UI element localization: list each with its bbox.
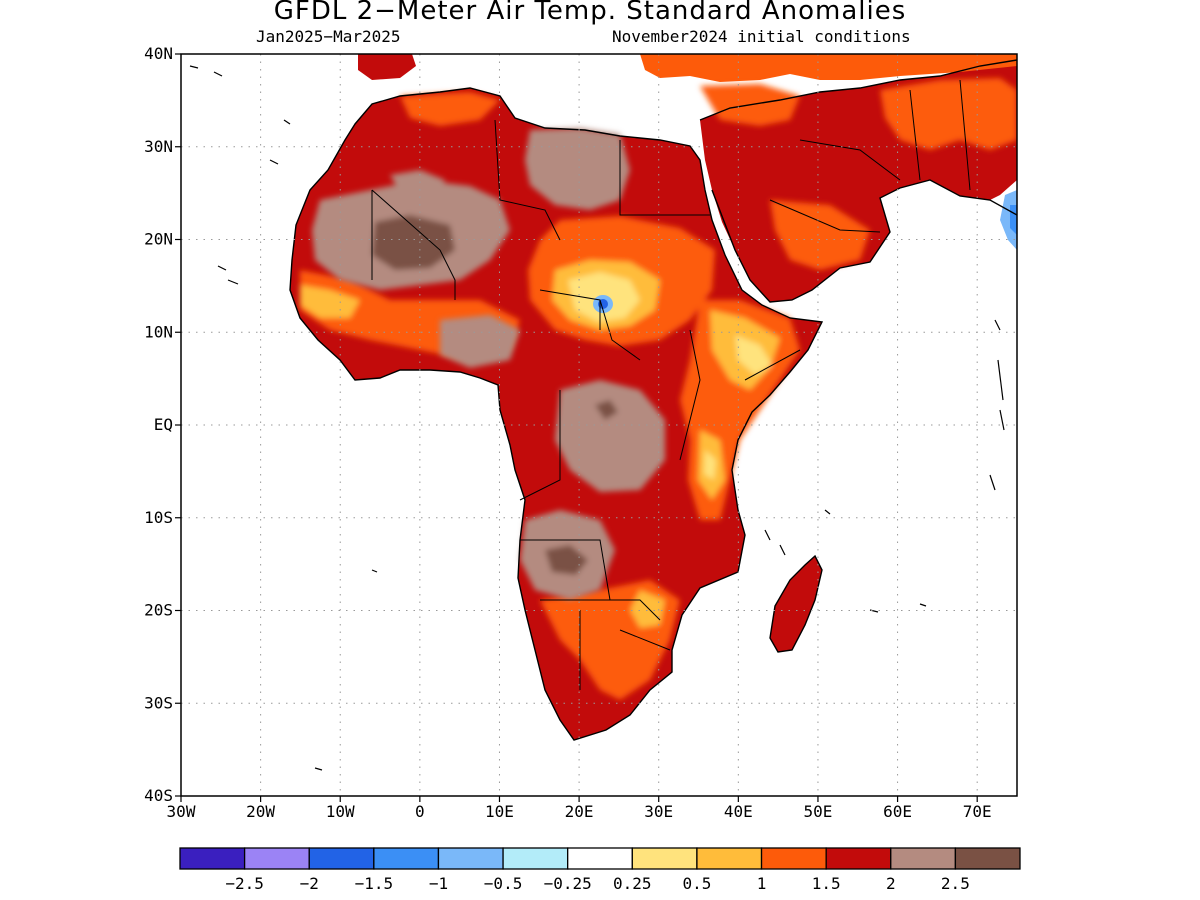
legend-swatch [631,847,698,870]
map-plot-area [181,54,1017,796]
legend-swatch [373,847,440,870]
lon-tick-label: 70E [963,802,992,821]
lon-tick-label: 10E [485,802,514,821]
legend-swatch [308,847,375,870]
legend-label: 1.5 [812,874,841,893]
anomaly-contours-high [312,128,665,600]
legend-swatch [696,847,763,870]
islands [189,65,1005,771]
legend-label: 1 [757,874,767,893]
legend-label: −2.5 [225,874,264,893]
legend-swatch [760,847,827,870]
legend-swatch [954,847,1021,870]
iberia-land [358,54,416,80]
lat-tick-label: 20N [144,230,173,249]
lat-tick-label: 40N [144,44,173,63]
lon-tick-label: 50E [803,802,832,821]
legend-label: −0.5 [484,874,523,893]
lat-tick-label: 30N [144,137,173,156]
legend-swatch [243,847,310,870]
anatolia-land [640,54,1017,82]
lat-tick-label: 10S [144,508,173,527]
lon-tick-label: 20E [565,802,594,821]
legend-label: −1.5 [355,874,394,893]
legend-label: 0.25 [613,874,652,893]
legend-label: 0.5 [682,874,711,893]
legend-swatch [437,847,504,870]
legend-label: −0.25 [544,874,592,893]
country-borders [371,79,971,690]
legend-label: 2.5 [941,874,970,893]
chart-title: GFDL 2−Meter Air Temp. Standard Anomalie… [273,0,907,26]
legend-swatch [567,847,633,870]
anomaly-contours-warm [300,78,1017,700]
lat-tick-label: 30S [144,693,173,712]
lat-tick-label: 10N [144,322,173,341]
color-legend: −2.5 −2 −1.5 −1 −0.5 −0.25 0.25 0.5 1 1.5 2 2.5 [179,847,1021,893]
lon-tick-label: 0 [415,802,425,821]
legend-label: −1 [429,874,448,893]
legend-swatch [890,847,957,870]
initial-conditions: November2024 initial conditions [612,27,911,46]
legend-swatch [502,847,569,870]
legend-label: 2 [886,874,896,893]
lon-tick-label: 30W [167,802,196,821]
lon-tick-label: 20W [246,802,275,821]
lon-tick-label: 10W [326,802,355,821]
forecast-period: Jan2025−Mar2025 [256,27,401,46]
madagascar-land [770,556,822,652]
coastlines [289,59,1017,741]
lon-tick-label: 40E [724,802,753,821]
lon-tick-label: 30E [644,802,673,821]
longitude-axis: 30W 20W 10W 0 10E 20E 30E 40E 50E 60E 70E [167,796,992,821]
lat-tick-label: EQ [154,415,173,434]
lat-tick-label: 40S [144,786,173,805]
legend-swatch [179,847,246,870]
legend-label: −2 [300,874,319,893]
lat-tick-label: 20S [144,601,173,620]
lon-tick-label: 60E [883,802,912,821]
latitude-axis: 40N 30N 20N 10N EQ 10S 20S 30S 40S [144,44,181,805]
legend-swatch [825,847,892,870]
